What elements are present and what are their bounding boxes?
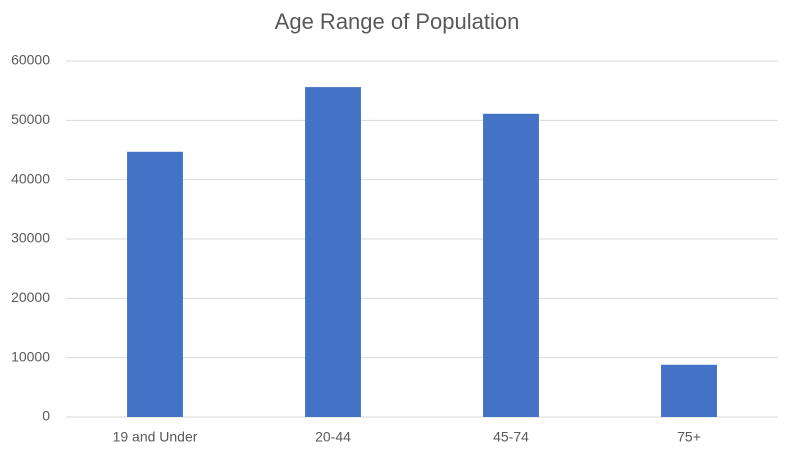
- y-tick-label: 40000: [11, 170, 50, 186]
- bar: [127, 151, 183, 417]
- y-tick-label: 60000: [11, 52, 50, 68]
- bar: [483, 113, 539, 417]
- y-tick-label: 30000: [11, 230, 50, 246]
- bar: [661, 364, 717, 417]
- bar: [305, 87, 361, 418]
- y-tick-label: 20000: [11, 289, 50, 305]
- y-tick-label: 0: [42, 408, 50, 424]
- chart-title: Age Range of Population: [275, 9, 520, 34]
- y-tick-label: 50000: [11, 111, 50, 127]
- y-tick-label: 10000: [11, 348, 50, 364]
- x-tick-label: 45-74: [493, 429, 529, 445]
- x-tick-label: 75+: [677, 429, 701, 445]
- x-tick-label: 19 and Under: [113, 429, 198, 445]
- x-tick-label: 20-44: [315, 429, 351, 445]
